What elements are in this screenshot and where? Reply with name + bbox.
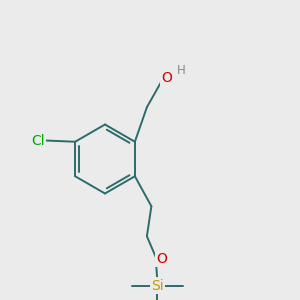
Text: Cl: Cl xyxy=(31,134,44,148)
Text: O: O xyxy=(156,252,167,266)
Text: O: O xyxy=(161,71,172,85)
Text: Si: Si xyxy=(151,279,164,293)
Text: H: H xyxy=(176,64,185,77)
